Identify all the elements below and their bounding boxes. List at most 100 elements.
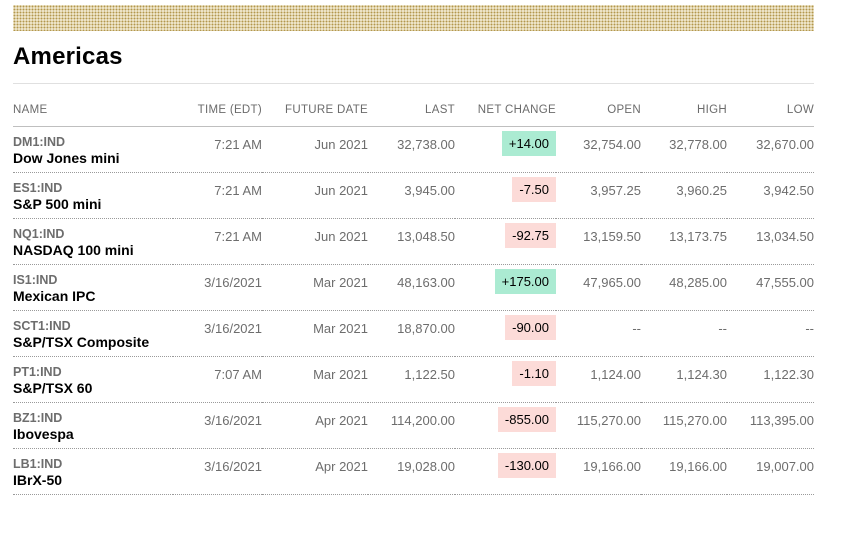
future-date-cell: Jun 2021 <box>314 183 369 198</box>
table-row: ES1:IND S&P 500 mini 7:21 AM Jun 2021 3,… <box>13 173 814 219</box>
last-price-cell: 32,738.00 <box>397 137 455 152</box>
net-change-badge: +14.00 <box>501 131 556 156</box>
security-link[interactable]: DM1:IND Dow Jones mini <box>13 135 173 166</box>
security-name[interactable]: Dow Jones mini <box>13 150 120 166</box>
name-cell: LB1:IND IBrX-50 <box>13 449 173 495</box>
last-price-cell: 48,163.00 <box>397 275 455 290</box>
name-cell: NQ1:IND NASDAQ 100 mini <box>13 219 173 265</box>
table-row: IS1:IND Mexican IPC 3/16/2021 Mar 2021 4… <box>13 265 814 311</box>
open-cell: 3,957.25 <box>590 183 641 198</box>
high-cell: 3,960.25 <box>676 183 727 198</box>
last-price-cell: 18,870.00 <box>397 321 455 336</box>
future-date-cell: Mar 2021 <box>313 367 368 382</box>
column-header-low: LOW <box>727 83 814 127</box>
security-link[interactable]: IS1:IND Mexican IPC <box>13 273 173 304</box>
security-link[interactable]: BZ1:IND Ibovespa <box>13 411 173 442</box>
net-change-badge: -130.00 <box>497 453 556 478</box>
ticker-symbol[interactable]: BZ1:IND <box>13 411 63 425</box>
name-cell: DM1:IND Dow Jones mini <box>13 127 173 173</box>
low-cell: 3,942.50 <box>763 183 814 198</box>
future-date-cell: Mar 2021 <box>313 321 368 336</box>
last-price-cell: 114,200.00 <box>390 413 455 428</box>
security-link[interactable]: SCT1:IND S&P/TSX Composite <box>13 319 173 350</box>
futures-table: NAME TIME (EDT) FUTURE DATE LAST NET CHA… <box>13 83 814 495</box>
high-cell: 32,778.00 <box>669 137 727 152</box>
last-price-cell: 3,945.00 <box>404 183 455 198</box>
net-change-badge: -7.50 <box>512 177 556 202</box>
security-name[interactable]: NASDAQ 100 mini <box>13 242 134 258</box>
ticker-symbol[interactable]: ES1:IND <box>13 181 63 195</box>
name-cell: PT1:IND S&P/TSX 60 <box>13 357 173 403</box>
low-cell: 113,395.00 <box>749 413 814 428</box>
table-header-row: NAME TIME (EDT) FUTURE DATE LAST NET CHA… <box>13 83 814 127</box>
future-date-cell: Apr 2021 <box>315 413 368 428</box>
name-cell: SCT1:IND S&P/TSX Composite <box>13 311 173 357</box>
security-name[interactable]: S&P 500 mini <box>13 196 102 212</box>
table-row: NQ1:IND NASDAQ 100 mini 7:21 AM Jun 2021… <box>13 219 814 265</box>
open-cell: -- <box>632 321 641 336</box>
futures-table-body: DM1:IND Dow Jones mini 7:21 AM Jun 2021 … <box>13 127 814 495</box>
column-header-future-date: FUTURE DATE <box>262 83 368 127</box>
high-cell: 48,285.00 <box>669 275 727 290</box>
time-cell: 7:07 AM <box>214 367 262 382</box>
high-cell: 13,173.75 <box>669 229 727 244</box>
open-cell: 47,965.00 <box>583 275 641 290</box>
open-cell: 13,159.50 <box>583 229 641 244</box>
time-cell: 3/16/2021 <box>204 459 262 474</box>
net-change-badge: -92.75 <box>505 223 556 248</box>
security-name[interactable]: Ibovespa <box>13 426 74 442</box>
time-cell: 7:21 AM <box>214 137 262 152</box>
section-divider-dotted-band <box>13 5 814 31</box>
column-header-net-change: NET CHANGE <box>455 83 556 127</box>
time-cell: 7:21 AM <box>214 229 262 244</box>
net-change-cell: +175.00 <box>455 265 556 311</box>
ticker-symbol[interactable]: NQ1:IND <box>13 227 65 241</box>
low-cell: 13,034.50 <box>756 229 814 244</box>
time-cell: 3/16/2021 <box>204 275 262 290</box>
column-header-open: OPEN <box>556 83 641 127</box>
future-date-cell: Mar 2021 <box>313 275 368 290</box>
table-row: PT1:IND S&P/TSX 60 7:07 AM Mar 2021 1,12… <box>13 357 814 403</box>
net-change-cell: -90.00 <box>455 311 556 357</box>
time-cell: 3/16/2021 <box>204 413 262 428</box>
ticker-symbol[interactable]: PT1:IND <box>13 365 62 379</box>
security-name[interactable]: S&P/TSX 60 <box>13 380 93 396</box>
net-change-badge: -855.00 <box>497 407 556 432</box>
table-row: DM1:IND Dow Jones mini 7:21 AM Jun 2021 … <box>13 127 814 173</box>
net-change-badge: -1.10 <box>512 361 556 386</box>
net-change-badge: +175.00 <box>494 269 556 294</box>
open-cell: 32,754.00 <box>583 137 641 152</box>
high-cell: 19,166.00 <box>669 459 727 474</box>
high-cell: 1,124.30 <box>676 367 727 382</box>
last-price-cell: 13,048.50 <box>397 229 455 244</box>
ticker-symbol[interactable]: IS1:IND <box>13 273 58 287</box>
low-cell: 47,555.00 <box>756 275 814 290</box>
ticker-symbol[interactable]: SCT1:IND <box>13 319 71 333</box>
name-cell: ES1:IND S&P 500 mini <box>13 173 173 219</box>
security-name[interactable]: S&P/TSX Composite <box>13 334 150 350</box>
table-row: SCT1:IND S&P/TSX Composite 3/16/2021 Mar… <box>13 311 814 357</box>
net-change-badge: -90.00 <box>505 315 556 340</box>
security-link[interactable]: ES1:IND S&P 500 mini <box>13 181 173 212</box>
column-header-last: LAST <box>368 83 455 127</box>
net-change-cell: -92.75 <box>455 219 556 265</box>
ticker-symbol[interactable]: LB1:IND <box>13 457 63 471</box>
net-change-cell: -1.10 <box>455 357 556 403</box>
future-date-cell: Jun 2021 <box>314 137 369 152</box>
security-link[interactable]: LB1:IND IBrX-50 <box>13 457 173 488</box>
future-date-cell: Jun 2021 <box>314 229 369 244</box>
name-cell: BZ1:IND Ibovespa <box>13 403 173 449</box>
table-row: LB1:IND IBrX-50 3/16/2021 Apr 2021 19,02… <box>13 449 814 495</box>
low-cell: 32,670.00 <box>756 137 814 152</box>
security-name[interactable]: IBrX-50 <box>13 472 63 488</box>
americas-futures-section: Americas NAME TIME (EDT) FUTURE DATE LAS… <box>0 5 847 495</box>
open-cell: 115,270.00 <box>576 413 641 428</box>
security-name[interactable]: Mexican IPC <box>13 288 96 304</box>
name-cell: IS1:IND Mexican IPC <box>13 265 173 311</box>
security-link[interactable]: NQ1:IND NASDAQ 100 mini <box>13 227 173 258</box>
page-title: Americas <box>13 43 123 70</box>
security-link[interactable]: PT1:IND S&P/TSX 60 <box>13 365 173 396</box>
high-cell: -- <box>718 321 727 336</box>
future-date-cell: Apr 2021 <box>315 459 368 474</box>
ticker-symbol[interactable]: DM1:IND <box>13 135 66 149</box>
